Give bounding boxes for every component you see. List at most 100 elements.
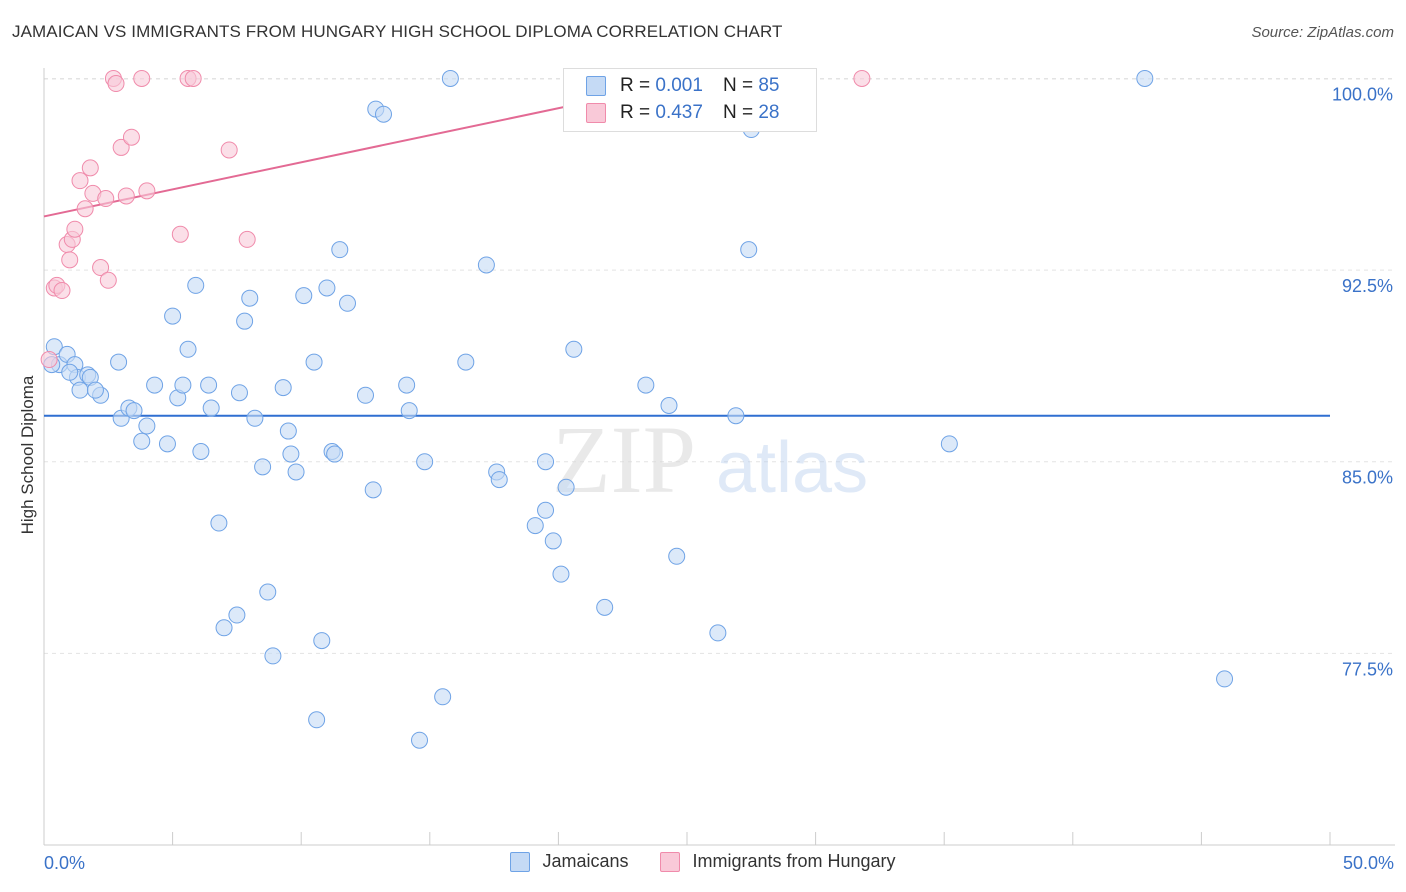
legend-n-label: N = [722, 102, 754, 123]
legend-row-hungary: R = 0.437 N = 28 [586, 101, 779, 125]
point-jamaicans [200, 376, 218, 394]
point-jamaicans [86, 381, 104, 399]
point-jamaicans [727, 407, 745, 425]
point-jamaicans [146, 376, 164, 394]
point-hungary [71, 172, 89, 190]
point-jamaicans [477, 256, 495, 274]
y-axis-label: High School Diploma [18, 375, 37, 535]
point-hungary [81, 159, 99, 177]
x-tick-max: 50.0% [1342, 853, 1394, 873]
chart-source: Source: ZipAtlas.com [1251, 24, 1394, 41]
point-jamaicans [228, 606, 246, 624]
point-jamaicans [338, 294, 356, 312]
point-jamaicans [1136, 69, 1154, 87]
ytick-layer: 100.0% 92.5% 85.0% 77.5% [1332, 84, 1393, 679]
point-jamaicans [490, 471, 508, 489]
point-jamaicans [537, 501, 555, 519]
point-jamaicans [400, 402, 418, 420]
point-hungary [92, 259, 110, 277]
point-jamaicans [174, 376, 192, 394]
bottom-legend-label-jamaicans: Jamaicans [542, 851, 629, 871]
point-jamaicans [246, 409, 264, 427]
point-jamaicans [313, 632, 331, 650]
point-jamaicans [179, 340, 197, 358]
point-hungary [53, 282, 71, 300]
legend-swatch-hungary [586, 103, 606, 123]
point-jamaicans [434, 688, 452, 706]
point-jamaicans [158, 435, 176, 453]
legend-r-label: R = [620, 75, 651, 96]
point-jamaicans [457, 353, 475, 371]
legend: R = 0.001 N = 85 R = 0.437 N = 28 [563, 68, 817, 132]
chart-title: JAMAICAN VS IMMIGRANTS FROM HUNGARY HIGH… [12, 22, 783, 41]
point-jamaicans [282, 445, 300, 463]
point-jamaicans [709, 624, 727, 642]
point-jamaicans [254, 458, 272, 476]
point-jamaicans [537, 453, 555, 471]
point-jamaicans [668, 547, 686, 565]
point-jamaicans [552, 565, 570, 583]
point-jamaicans [544, 532, 562, 550]
point-hungary [61, 251, 79, 269]
point-jamaicans [637, 376, 655, 394]
point-jamaicans [287, 463, 305, 481]
y-tick-label: 85.0% [1342, 468, 1393, 488]
point-jamaicans [326, 445, 344, 463]
legend-n-value-hungary: 28 [758, 102, 780, 123]
point-jamaicans [236, 312, 254, 330]
bottom-legend-label-hungary: Immigrants from Hungary [692, 851, 896, 871]
point-jamaicans [364, 481, 382, 499]
point-jamaicans [940, 435, 958, 453]
point-jamaicans [411, 731, 429, 749]
y-tick-label: 92.5% [1342, 276, 1393, 296]
watermark-atlas: atlas [716, 428, 868, 508]
point-hungary [220, 141, 238, 159]
point-jamaicans [210, 514, 228, 532]
point-jamaicans [416, 453, 434, 471]
bottom-legend: Jamaicans Immigrants from Hungary [0, 851, 1406, 872]
point-jamaicans [357, 386, 374, 404]
point-hungary [133, 69, 151, 87]
watermark-zip: ZIP [552, 406, 696, 513]
bottom-legend-jamaicans: Jamaicans [510, 851, 628, 872]
point-hungary [117, 187, 135, 205]
legend-row-jamaicans: R = 0.001 N = 85 [586, 74, 779, 98]
point-jamaicans [133, 432, 151, 450]
legend-r-label: R = [620, 102, 651, 123]
point-jamaicans [138, 417, 156, 435]
point-hungary [99, 271, 117, 289]
point-jamaicans [331, 241, 349, 259]
point-jamaicans [259, 583, 277, 601]
point-jamaicans [279, 422, 297, 440]
x-tick-min: 0.0% [44, 853, 86, 873]
point-hungary [138, 182, 156, 200]
point-jamaicans [557, 478, 575, 496]
bottom-legend-swatch-jamaicans [510, 851, 531, 872]
point-hungary [40, 351, 58, 369]
point-hungary [97, 190, 115, 208]
bottom-legend-swatch-hungary [660, 851, 681, 872]
point-jamaicans [441, 69, 459, 87]
point-jamaicans [164, 307, 182, 325]
point-jamaicans [125, 402, 143, 420]
legend-n-value-jamaicans: 85 [758, 75, 780, 96]
point-hungary [171, 225, 189, 243]
point-jamaicans [295, 287, 313, 305]
axis-layer [43, 68, 1395, 846]
point-jamaicans [71, 381, 89, 399]
point-jamaicans [596, 598, 614, 616]
point-jamaicans [318, 279, 336, 297]
point-jamaicans [398, 376, 416, 394]
legend-r-value-hungary: 0.437 [655, 102, 703, 123]
point-jamaicans [565, 340, 583, 358]
point-jamaicans [187, 276, 205, 294]
point-jamaicans [740, 241, 758, 259]
bottom-legend-hungary: Immigrants from Hungary [660, 851, 896, 872]
legend-n-label: N = [722, 75, 754, 96]
y-tick-label: 100.0% [1332, 84, 1393, 104]
point-jamaicans [202, 399, 220, 417]
point-hungary [853, 69, 871, 87]
point-hungary [112, 138, 130, 156]
point-hungary [122, 128, 140, 146]
